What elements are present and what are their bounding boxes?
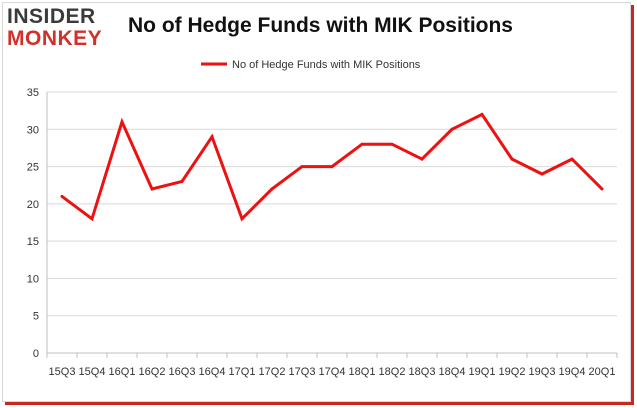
x-tick-label: 18Q3 — [409, 366, 436, 378]
x-tick-label: 18Q4 — [439, 366, 466, 378]
chart-title: No of Hedge Funds with MIK Positions — [128, 14, 513, 37]
legend-label: No of Hedge Funds with MIK Positions — [232, 59, 421, 71]
insider-monkey-logo: INSIDER MONKEY — [7, 6, 117, 52]
data-point — [600, 187, 604, 191]
y-tick-labels: 0 5 10 15 20 25 30 35 — [27, 87, 39, 360]
x-tick-labels: 15Q3 15Q4 16Q1 16Q2 16Q3 16Q4 17Q1 17Q2 17Q3 17Q4… — [49, 366, 616, 378]
x-tick-label: 19Q4 — [559, 366, 586, 378]
series-lines — [60, 112, 604, 222]
y-tick-label: 20 — [27, 199, 39, 211]
chart-frame — [2, 2, 631, 402]
x-tick-label: 16Q1 — [109, 366, 136, 378]
data-point — [300, 165, 304, 169]
data-point — [270, 187, 274, 191]
x-tick-label: 17Q2 — [259, 366, 286, 378]
x-tick-label: 17Q1 — [229, 366, 256, 378]
legend: No of Hedge Funds with MIK Positions — [201, 59, 421, 71]
x-tick-label: 19Q3 — [529, 366, 556, 378]
data-point — [390, 142, 394, 146]
x-tick-label: 18Q1 — [349, 366, 376, 378]
x-tick-label: 17Q3 — [289, 366, 316, 378]
logo-top-text: INSIDER — [7, 5, 96, 28]
data-point — [120, 120, 124, 124]
data-point — [240, 217, 244, 221]
data-point — [570, 157, 574, 161]
data-point — [480, 112, 484, 116]
grid-lines — [47, 91, 617, 354]
data-point — [510, 157, 514, 161]
y-tick-label: 35 — [27, 87, 39, 99]
data-point — [450, 127, 454, 131]
data-point — [90, 217, 94, 221]
data-point — [60, 194, 64, 198]
x-tick-label: 16Q2 — [139, 366, 166, 378]
y-tick-label: 25 — [27, 162, 39, 174]
data-point — [180, 179, 184, 183]
data-point — [150, 187, 154, 191]
axes — [46, 92, 618, 358]
x-tick-label: 15Q3 — [49, 366, 76, 378]
x-tick-label: 19Q2 — [499, 366, 526, 378]
x-tick-label: 15Q4 — [79, 366, 106, 378]
data-point — [420, 157, 424, 161]
x-tick-label: 19Q1 — [469, 366, 496, 378]
data-point — [540, 172, 544, 176]
x-tick-label: 16Q3 — [169, 366, 196, 378]
y-tick-label: 5 — [33, 311, 39, 323]
x-tick-label: 16Q4 — [199, 366, 226, 378]
data-point — [360, 142, 364, 146]
x-tick-label: 17Q4 — [319, 366, 346, 378]
x-tick-label: 20Q1 — [589, 366, 616, 378]
y-tick-label: 10 — [27, 273, 39, 285]
y-tick-label: 15 — [27, 236, 39, 248]
logo-bottom-text: MONKEY — [7, 27, 103, 50]
y-tick-label: 0 — [33, 348, 39, 360]
data-point — [330, 165, 334, 169]
x-tick-label: 18Q2 — [379, 366, 406, 378]
y-tick-label: 30 — [27, 124, 39, 136]
data-point — [210, 135, 214, 139]
